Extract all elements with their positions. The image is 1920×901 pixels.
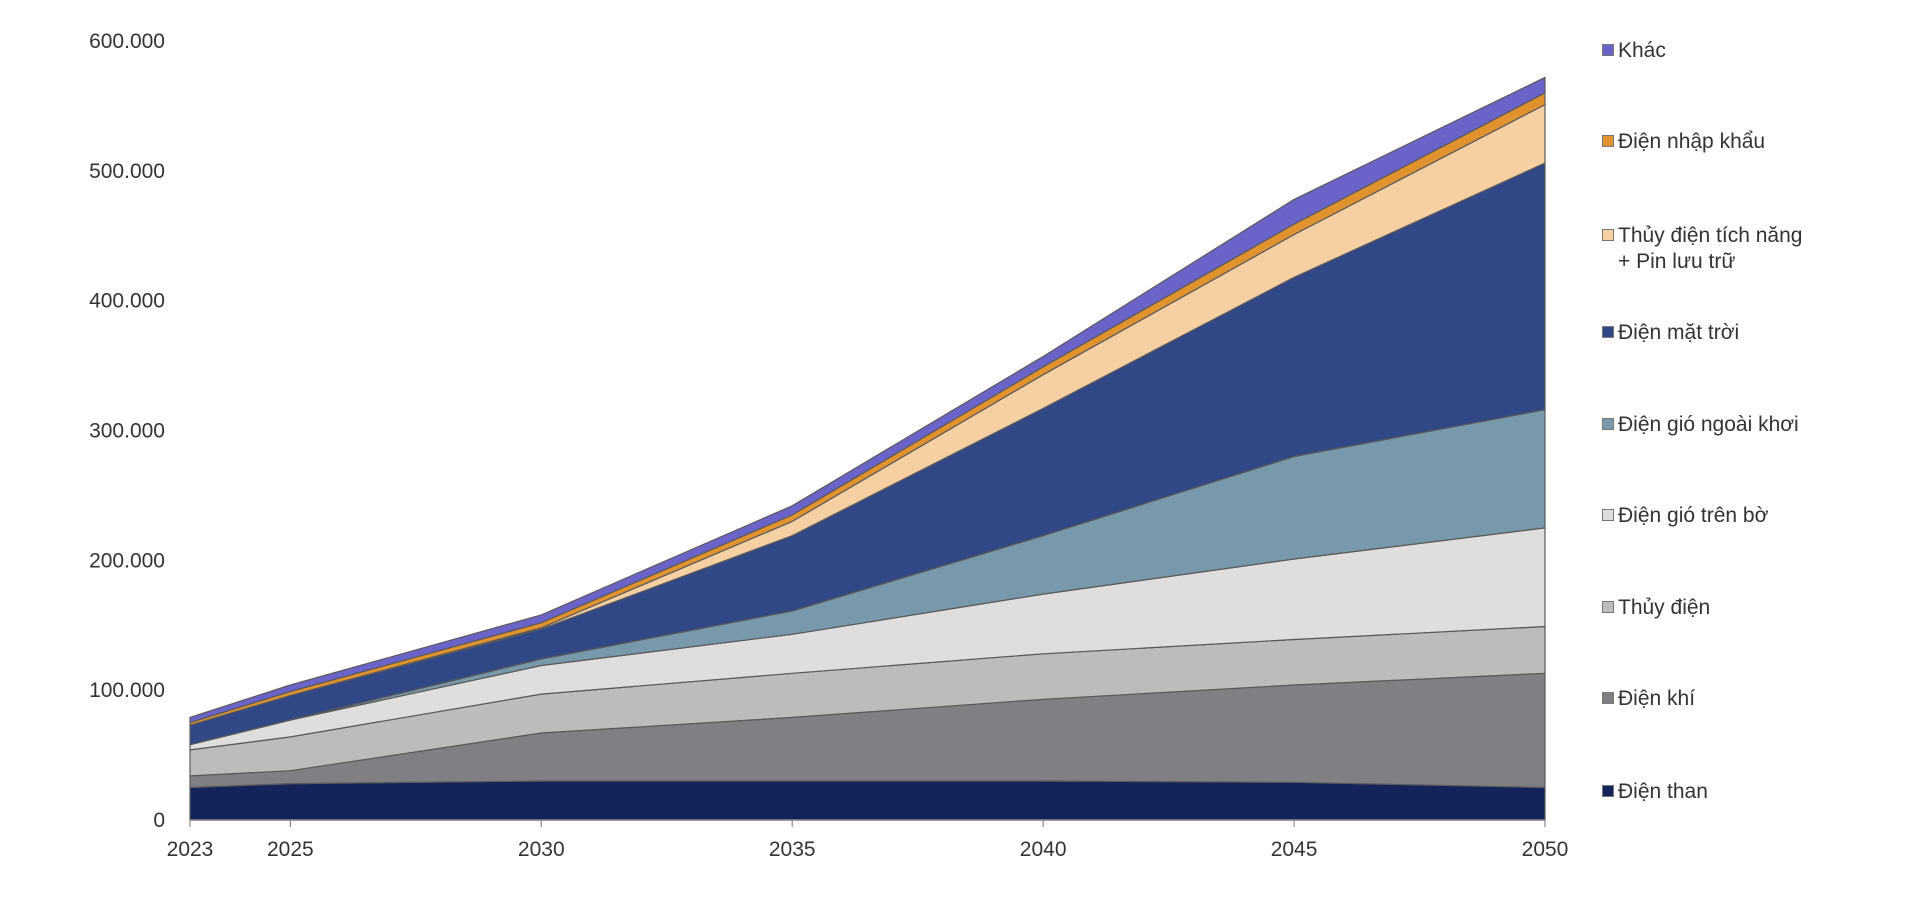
- legend-label: Điện mặt trời: [1618, 321, 1740, 344]
- legend-item: Điện gió trên bờ: [1602, 503, 1768, 529]
- x-tick-label: 2023: [167, 838, 214, 861]
- legend-item: Khác: [1602, 38, 1666, 64]
- x-tick-label: 2025: [267, 838, 314, 861]
- legend-label: Thủy điện: [1618, 596, 1711, 619]
- legend-swatch: [1602, 509, 1614, 521]
- legend-item: Thủy điện tích năng + Pin lưu trữ: [1602, 223, 1802, 275]
- area-layers: [189, 76, 1546, 821]
- x-tick-label: 2050: [1522, 838, 1569, 861]
- legend-swatch: [1602, 785, 1614, 797]
- legend-label: Khác: [1618, 39, 1666, 62]
- x-tick-label: 2035: [769, 838, 816, 861]
- legend-label: Điện gió trên bờ: [1618, 504, 1769, 527]
- x-tick-label: 2030: [518, 838, 565, 861]
- x-tick-label: 2040: [1020, 838, 1067, 861]
- y-axis-ticks: 0 100.000 200.000 300.000 400.000 500.000 600.…: [89, 30, 165, 832]
- legend-item: Điện khí: [1602, 686, 1695, 712]
- legend-swatch: [1602, 601, 1614, 613]
- y-tick-label: 100.000: [89, 679, 165, 702]
- area-series-0: [189, 780, 1546, 821]
- y-tick-label: 500.000: [89, 160, 165, 183]
- chart-canvas: 2023 2025 2030 2035 2040 2045 2050 0 100.000 200…: [89, 30, 1569, 861]
- legend-item: Điện gió ngoài khơi: [1602, 412, 1799, 438]
- legend-item: Thủy điện: [1602, 595, 1710, 621]
- y-tick-label: 300.000: [89, 420, 165, 443]
- legend-item: Điện than: [1602, 779, 1708, 805]
- legend-item: Điện mặt trời: [1602, 320, 1739, 346]
- legend-swatch: [1602, 229, 1614, 241]
- y-tick-label: 600.000: [89, 30, 165, 53]
- legend-swatch: [1602, 692, 1614, 704]
- x-axis-ticks: 2023 2025 2030 2035 2040 2045 2050: [167, 820, 1569, 861]
- legend-label: Điện nhập khẩu: [1618, 130, 1766, 153]
- legend-label: Điện than: [1618, 780, 1708, 803]
- legend-label: Điện khí: [1618, 687, 1696, 710]
- legend-label: Điện gió ngoài khơi: [1618, 413, 1799, 436]
- legend-swatch: [1602, 418, 1614, 430]
- y-tick-label: 0: [153, 809, 165, 832]
- y-tick-label: 400.000: [89, 290, 165, 313]
- x-tick-label: 2045: [1271, 838, 1318, 861]
- legend-label: Thủy điện tích năng + Pin lưu trữ: [1618, 224, 1803, 273]
- area-series-8: [189, 76, 1546, 724]
- legend-item: Điện nhập khẩu: [1602, 129, 1765, 155]
- legend-swatch: [1602, 135, 1614, 147]
- y-tick-label: 200.000: [89, 549, 165, 572]
- legend-swatch: [1602, 326, 1614, 338]
- legend-swatch: [1602, 44, 1614, 56]
